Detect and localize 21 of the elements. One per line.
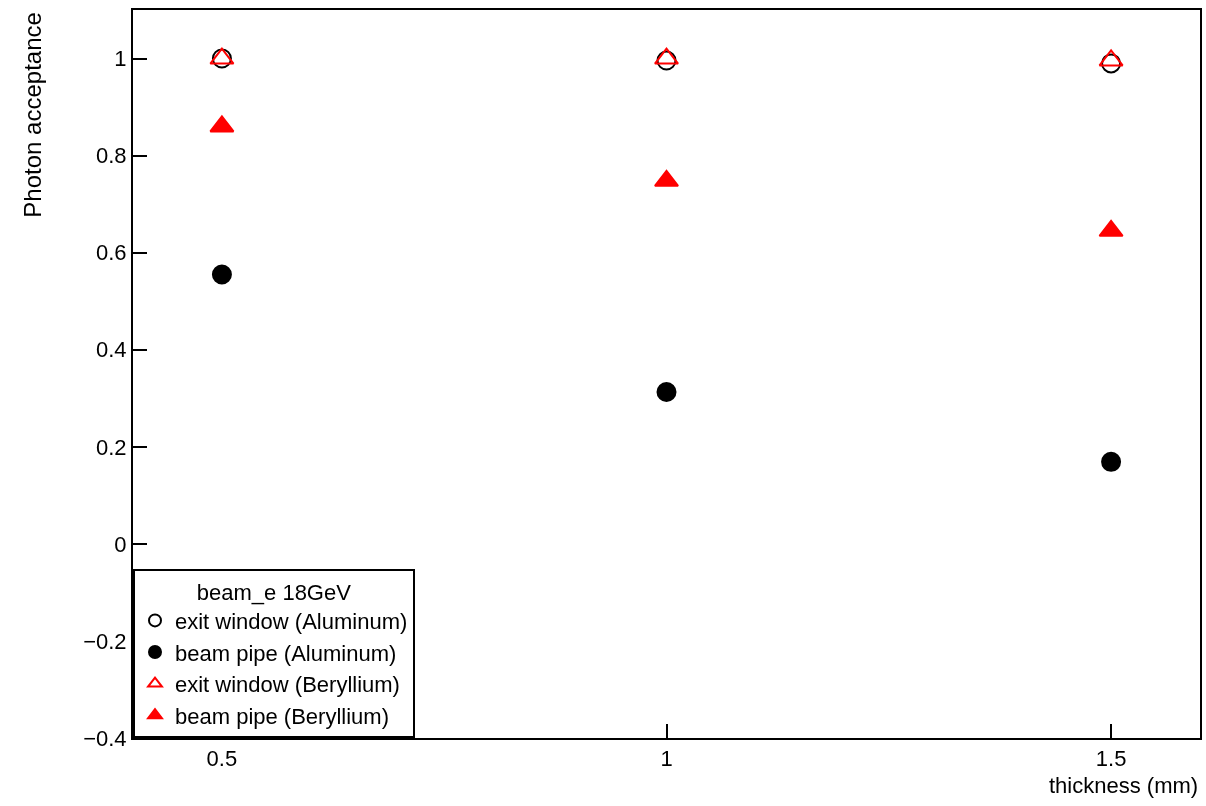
point <box>1101 451 1122 472</box>
y-tick-label: 1 <box>114 46 127 72</box>
y-tick-label: −0.2 <box>83 628 127 654</box>
y-tick-label: 0.2 <box>96 434 127 460</box>
y-tick-label: −0.4 <box>83 725 127 751</box>
legend-label: exit window (Aluminum) <box>175 608 408 634</box>
legend-label: exit window (Beryllium) <box>175 672 400 698</box>
legend-title: beam_e 18GeV <box>196 579 352 605</box>
x-tick-label: 1.5 <box>1095 746 1127 772</box>
y-tick-label: 0 <box>114 531 127 557</box>
y-tick-label: 0.6 <box>96 240 127 266</box>
y-tick-label: 0.8 <box>96 143 127 169</box>
x-tick-label: 0.5 <box>206 746 238 772</box>
point <box>656 381 677 402</box>
legend-label: beam pipe (Beryllium) <box>175 703 389 729</box>
x-tick-label: 1 <box>660 746 673 772</box>
point <box>211 264 232 285</box>
legend-label: beam pipe (Aluminum) <box>175 640 397 666</box>
y-axis-title: Photon acceptance <box>18 12 46 218</box>
x-axis-title: thickness (mm) <box>1049 773 1199 798</box>
y-tick-label: 0.4 <box>96 337 127 363</box>
